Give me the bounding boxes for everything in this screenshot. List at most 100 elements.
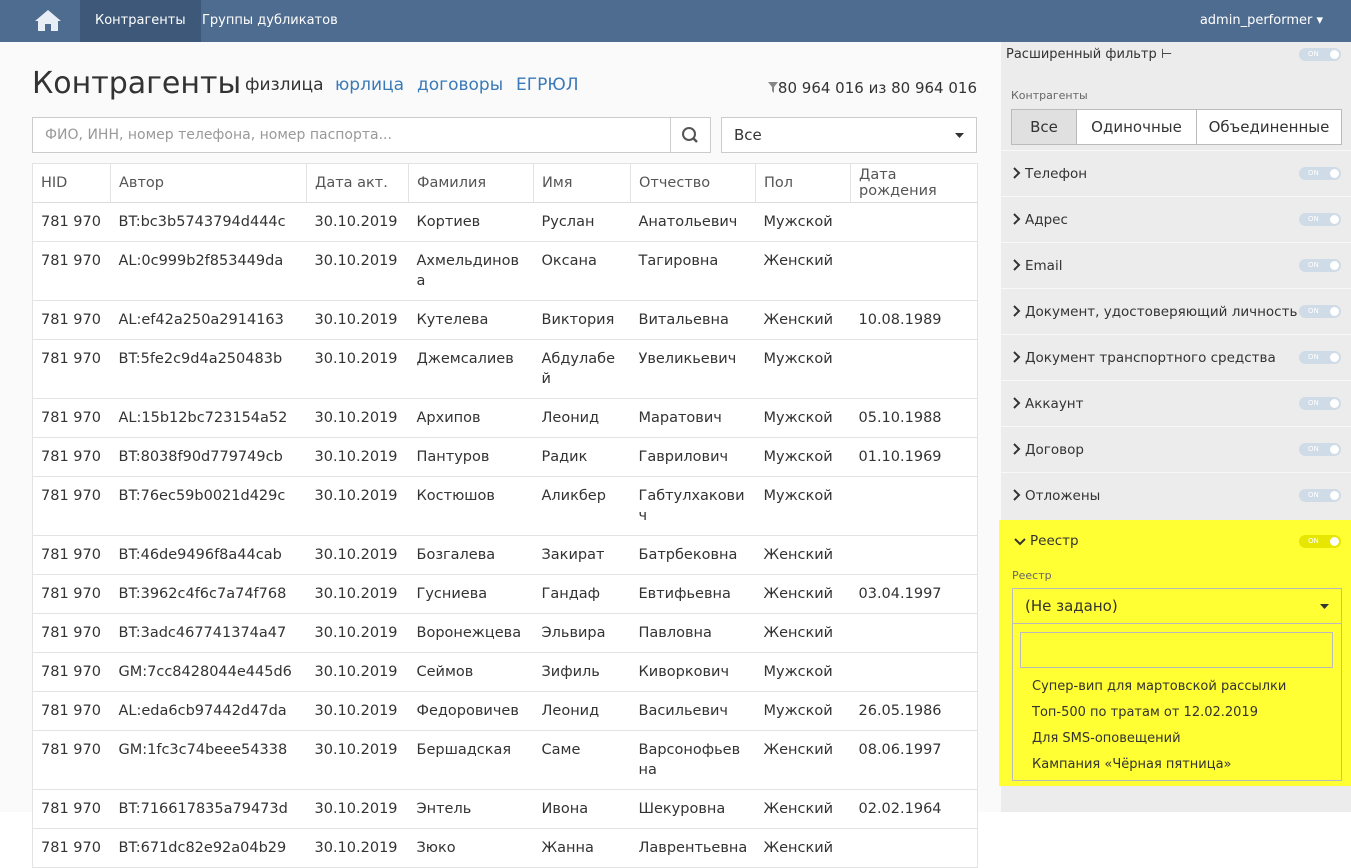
entity-tab[interactable]: ЕГРЮЛ: [516, 75, 579, 95]
filter-section: Адрес ON: [1001, 196, 1351, 242]
table-cell: [850, 202, 978, 242]
table-cell: Мужской: [755, 476, 851, 536]
group-button[interactable]: Все: [1011, 109, 1077, 145]
table-cell: Сеймов: [408, 652, 534, 692]
column-header[interactable]: HID: [32, 163, 111, 203]
home-icon[interactable]: [34, 8, 62, 32]
toggle[interactable]: ON: [1299, 489, 1341, 502]
entity-tab[interactable]: юрлица: [335, 75, 405, 95]
toggle[interactable]: ON: [1299, 397, 1341, 410]
nav-tab[interactable]: Контрагенты: [80, 0, 201, 42]
table-cell: Зюко: [408, 828, 534, 868]
table-row[interactable]: 781 970 BT:3adc467741374a47 30.10.2019 Воро…: [32, 613, 978, 653]
registry-title[interactable]: Реестр: [1030, 533, 1079, 549]
table-cell: Мужской: [755, 437, 851, 477]
toggle[interactable]: ON: [1299, 259, 1341, 272]
table-row[interactable]: 781 970 BT:8038f90d779749cb 30.10.2019 Пант…: [32, 437, 978, 477]
section-title[interactable]: Документ, удостоверяющий личность: [1025, 304, 1298, 320]
table-cell: 781 970: [32, 535, 111, 575]
section-title[interactable]: Документ транспортного средства: [1025, 350, 1276, 366]
entity-tab[interactable]: договоры: [417, 75, 504, 95]
table-cell: 01.10.1969: [850, 437, 978, 477]
section-title[interactable]: Телефон: [1025, 166, 1088, 182]
table-row[interactable]: 781 970 BT:671dc82e92a04b29 30.10.2019 Зюко…: [32, 828, 978, 868]
table-cell: 781 970: [32, 828, 111, 868]
registry-search[interactable]: [1020, 632, 1333, 668]
toggle[interactable]: ON: [1299, 48, 1341, 61]
column-header[interactable]: Пол: [755, 163, 851, 203]
table-row[interactable]: 781 970 GM:1fc3c74beee54338 30.10.2019 Берш…: [32, 730, 978, 790]
table-row[interactable]: 781 970 AL:15b12bc723154a52 30.10.2019 Архи…: [32, 398, 978, 438]
table-row[interactable]: 781 970 AL:0c999b2f853449da 30.10.2019 Ахме…: [32, 241, 978, 301]
table-cell: 03.04.1997: [850, 574, 978, 614]
toggle[interactable]: ON: [1299, 305, 1341, 318]
column-header[interactable]: Фамилия: [408, 163, 534, 203]
table-cell: Ивона: [533, 789, 631, 829]
section-title[interactable]: Аккаунт: [1025, 396, 1084, 412]
table-cell: Маратович: [630, 398, 756, 438]
table-cell: Жанна: [533, 828, 631, 868]
registry-option[interactable]: Супер-вип для мартовской рассылки: [1032, 679, 1287, 694]
table-row[interactable]: 781 970 AL:eda6cb97442d47da 30.10.2019 Федо…: [32, 691, 978, 731]
column-header[interactable]: Дата акт.: [306, 163, 409, 203]
registry-option[interactable]: Кампания «Чёрная пятница»: [1032, 757, 1232, 772]
search-button[interactable]: [670, 117, 711, 153]
table-cell: Аликбер: [533, 476, 631, 536]
registry-option[interactable]: Топ-500 по тратам от 12.02.2019: [1032, 705, 1258, 720]
column-header[interactable]: Отчество: [630, 163, 756, 203]
table-cell: 30.10.2019: [306, 398, 409, 438]
scope-select[interactable]: Все: [721, 117, 977, 153]
table-row[interactable]: 781 970 AL:ef42a250a2914163 30.10.2019 Куте…: [32, 300, 978, 340]
table-cell: 781 970: [32, 789, 111, 829]
column-header[interactable]: Автор: [110, 163, 307, 203]
registry-option[interactable]: Для SMS-оповещений: [1032, 731, 1181, 746]
table-cell: GM:1fc3c74beee54338: [110, 730, 307, 790]
group-button[interactable]: Одиночные: [1076, 109, 1197, 145]
table-cell: 30.10.2019: [306, 730, 409, 790]
column-header[interactable]: Дата рождения: [850, 163, 978, 203]
registry-select[interactable]: (Не задано): [1012, 588, 1342, 624]
filter-panel: Расширенный фильтр ⊢ ON Контрагенты Все …: [999, 42, 1351, 812]
table-row[interactable]: 781 970 BT:3962c4f6c7a74f768 30.10.2019 Гус…: [32, 574, 978, 614]
table-cell: Мужской: [755, 339, 851, 399]
toggle[interactable]: ON: [1299, 351, 1341, 364]
toggle[interactable]: ON: [1299, 213, 1341, 226]
table-cell: [850, 828, 978, 868]
table-row[interactable]: 781 970 BT:76ec59b0021d429c 30.10.2019 Кост…: [32, 476, 978, 536]
table-cell: Кортиев: [408, 202, 534, 242]
table-cell: Габтулхакович: [630, 476, 756, 536]
table-row[interactable]: 781 970 BT:5fe2c9d4a250483b 30.10.2019 Джем…: [32, 339, 978, 399]
table-cell: Гандаф: [533, 574, 631, 614]
toggle[interactable]: ON: [1299, 167, 1341, 180]
entity-tab[interactable]: физлица: [245, 75, 324, 95]
table-cell: 30.10.2019: [306, 241, 409, 301]
table-cell: 781 970: [32, 613, 111, 653]
table-cell: Гаврилович: [630, 437, 756, 477]
column-header[interactable]: Имя: [533, 163, 631, 203]
section-title[interactable]: Договор: [1025, 442, 1084, 458]
table-row[interactable]: 781 970 GM:7cc8428044e445d6 30.10.2019 Сейм…: [32, 652, 978, 692]
search-input[interactable]: ФИО, ИНН, номер телефона, номер паспорта…: [32, 117, 671, 153]
table-cell: BT:bc3b5743794d444c: [110, 202, 307, 242]
group-button[interactable]: Объединенные: [1196, 109, 1342, 145]
table-row[interactable]: 781 970 BT:bc3b5743794d444c 30.10.2019 Корт…: [32, 202, 978, 242]
toggle[interactable]: ON: [1299, 443, 1341, 456]
toggle[interactable]: ON: [1299, 535, 1341, 548]
table-cell: 10.08.1989: [850, 300, 978, 340]
section-title[interactable]: Адрес: [1025, 212, 1068, 228]
user-menu[interactable]: admin_performer ▾: [1199, 13, 1323, 28]
table-row[interactable]: 781 970 BT:46de9496f8a44cab 30.10.2019 Бозг…: [32, 535, 978, 575]
table-cell: Мужской: [755, 398, 851, 438]
table-cell: Леонид: [533, 398, 631, 438]
record-count: 80 964 016 из 80 964 016: [767, 79, 977, 97]
nav-tab[interactable]: Группы дубликатов: [202, 13, 338, 28]
section-title[interactable]: Отложены: [1025, 488, 1101, 504]
caret: [955, 133, 964, 138]
section-title[interactable]: Email: [1025, 258, 1063, 274]
table-cell: Васильевич: [630, 691, 756, 731]
table-cell: Саме: [533, 730, 631, 790]
table-cell: Архипов: [408, 398, 534, 438]
table-row[interactable]: 781 970 BT:716617835a79473d 30.10.2019 Энте…: [32, 789, 978, 829]
table-cell: 781 970: [32, 398, 111, 438]
table-cell: Радик: [533, 437, 631, 477]
